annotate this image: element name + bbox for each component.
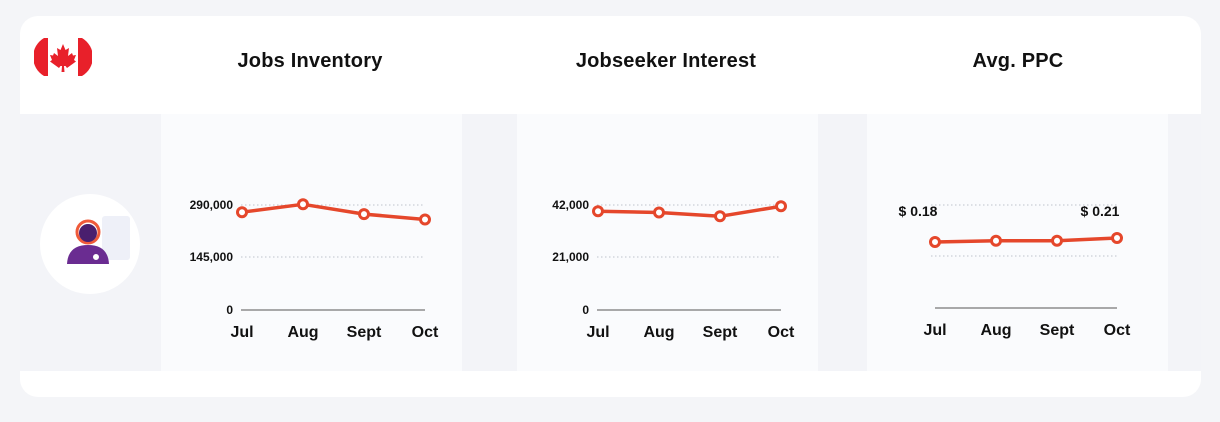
- chart-panel-jobs-inventory: 290,000 145,000 0 Jul Aug Sept Oct: [161, 114, 462, 371]
- line-chart-avg-ppc: Jul $ 0.18 Aug Sept Oct $ 0.21: [899, 203, 1131, 339]
- data-point: [929, 236, 941, 248]
- data-point: [1111, 232, 1123, 244]
- data-point: [358, 208, 370, 221]
- x-tick-label: Oct: [768, 324, 795, 341]
- y-tick-label: 290,000: [190, 198, 234, 212]
- market-summary-card: Jobs Inventory Jobseeker Interest Avg. P…: [20, 16, 1201, 397]
- avatar: [40, 194, 140, 294]
- line-chart-jobseeker-interest: 42,000 21,000 0 Jul Aug Sept Oct: [552, 198, 795, 341]
- x-tick-label: Sept: [1040, 322, 1075, 339]
- x-tick-label: Oct: [1104, 322, 1131, 339]
- data-point: [990, 234, 1002, 247]
- x-tick-label: Sept: [347, 324, 382, 341]
- data-point: [775, 200, 787, 213]
- x-tick-label: Aug: [287, 324, 318, 341]
- y-tick-label: 0: [226, 303, 233, 317]
- x-tick-label: Jul: [230, 324, 253, 341]
- line-chart-jobs-inventory: 290,000 145,000 0 Jul Aug Sept Oct: [190, 198, 439, 341]
- chart-panel-avg-ppc: Jul $ 0.18 Aug Sept Oct $ 0.21: [867, 114, 1168, 371]
- chart-title-jobseeker-interest: Jobseeker Interest: [575, 50, 757, 72]
- x-tick-label: Jul: [586, 324, 609, 341]
- data-label: $ 0.18: [899, 203, 938, 219]
- x-tick-label: Oct: [412, 324, 439, 341]
- y-tick-label: 145,000: [190, 250, 234, 264]
- data-point: [653, 206, 665, 219]
- data-point: [1051, 234, 1063, 247]
- x-tick-label: Jul: [923, 322, 946, 339]
- data-point: [297, 198, 309, 211]
- data-point: [714, 210, 726, 223]
- chart-panel-jobseeker-interest: 42,000 21,000 0 Jul Aug Sept Oct: [517, 114, 818, 371]
- series-line: [241, 202, 426, 222]
- canada-flag-icon: [34, 38, 92, 76]
- data-label: $ 0.21: [1081, 203, 1120, 219]
- data-point: [419, 213, 431, 226]
- chart-title-jobs-inventory: Jobs Inventory: [237, 50, 383, 72]
- y-tick-label: 0: [582, 303, 589, 317]
- y-tick-label: 42,000: [552, 198, 589, 212]
- series-line: [934, 236, 1118, 244]
- series-line: [597, 204, 782, 219]
- x-tick-label: Aug: [980, 322, 1011, 339]
- data-point: [592, 205, 604, 218]
- x-tick-label: Aug: [643, 324, 674, 341]
- data-point: [236, 206, 248, 219]
- chart-title-avg-ppc: Avg. PPC: [972, 50, 1064, 72]
- y-tick-label: 21,000: [552, 250, 589, 264]
- x-tick-label: Sept: [703, 324, 738, 341]
- support-agent-icon: [67, 216, 130, 264]
